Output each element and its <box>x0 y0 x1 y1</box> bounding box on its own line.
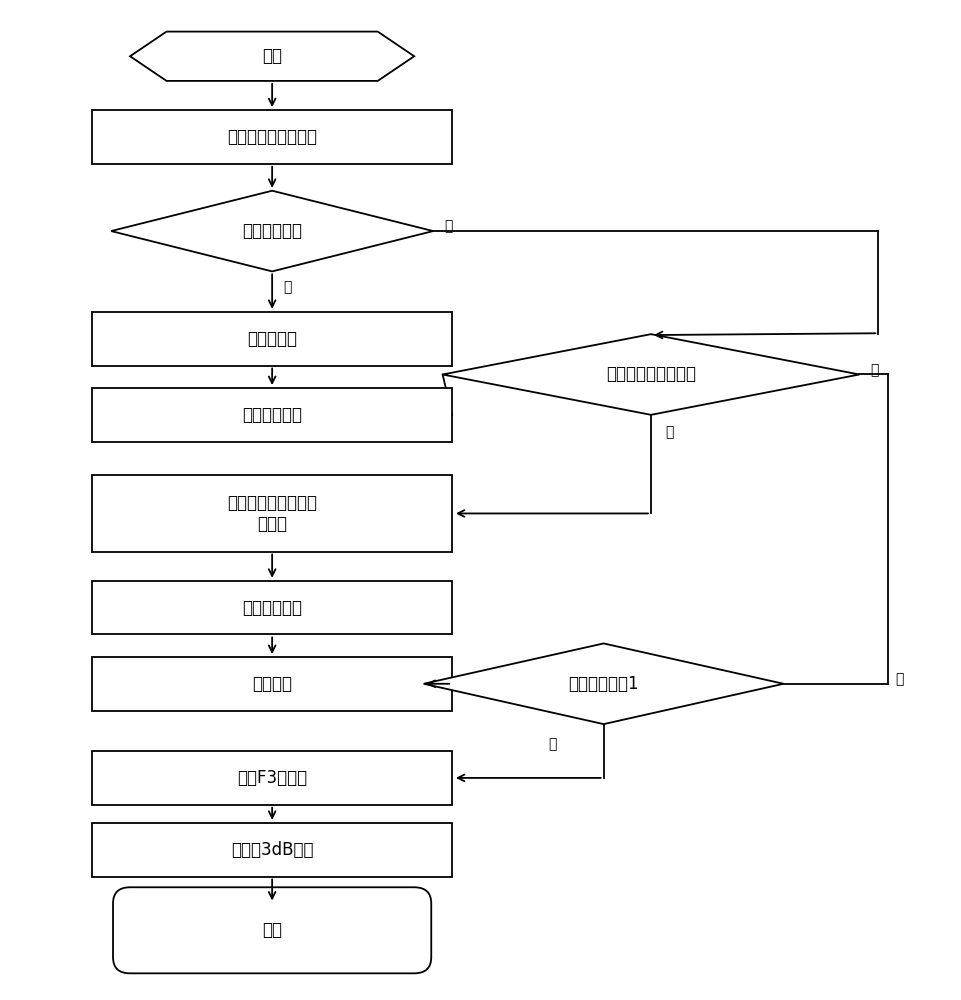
FancyBboxPatch shape <box>92 581 452 634</box>
Text: 计算特征参数: 计算特征参数 <box>242 599 302 617</box>
Text: 是否满足条件1: 是否满足条件1 <box>568 675 639 693</box>
Text: 是: 是 <box>548 738 556 752</box>
FancyBboxPatch shape <box>92 657 452 711</box>
FancyBboxPatch shape <box>92 823 452 877</box>
Text: 否: 否 <box>445 220 453 234</box>
Text: 放置探头，校准探头: 放置探头，校准探头 <box>227 128 317 146</box>
Text: 信噪比3dB判断: 信噪比3dB判断 <box>231 841 313 859</box>
Polygon shape <box>424 643 783 724</box>
Polygon shape <box>111 191 433 271</box>
Text: 计算F3信噪比: 计算F3信噪比 <box>237 769 308 787</box>
Text: 是: 是 <box>665 426 674 440</box>
Text: 探头是否合适: 探头是否合适 <box>242 222 302 240</box>
Text: 否: 否 <box>896 672 903 686</box>
FancyBboxPatch shape <box>92 751 452 805</box>
Polygon shape <box>443 334 859 415</box>
FancyBboxPatch shape <box>92 475 452 552</box>
FancyBboxPatch shape <box>92 388 452 442</box>
Text: 否: 否 <box>871 363 879 377</box>
Text: 结束: 结束 <box>262 921 283 939</box>
Text: 采集样本、滤波、相
干处理: 采集样本、滤波、相 干处理 <box>227 494 317 533</box>
Text: 噪声参数是满足阈值: 噪声参数是满足阈值 <box>606 365 696 383</box>
Polygon shape <box>130 32 414 81</box>
Text: 聚类处理: 聚类处理 <box>252 675 292 693</box>
FancyBboxPatch shape <box>92 110 452 164</box>
Text: 开始: 开始 <box>262 47 283 65</box>
Text: 是: 是 <box>283 280 292 294</box>
Text: 发射刺激音: 发射刺激音 <box>247 330 297 348</box>
Text: 噪声阈值计算: 噪声阈值计算 <box>242 406 302 424</box>
FancyBboxPatch shape <box>92 312 452 366</box>
FancyBboxPatch shape <box>113 887 431 973</box>
